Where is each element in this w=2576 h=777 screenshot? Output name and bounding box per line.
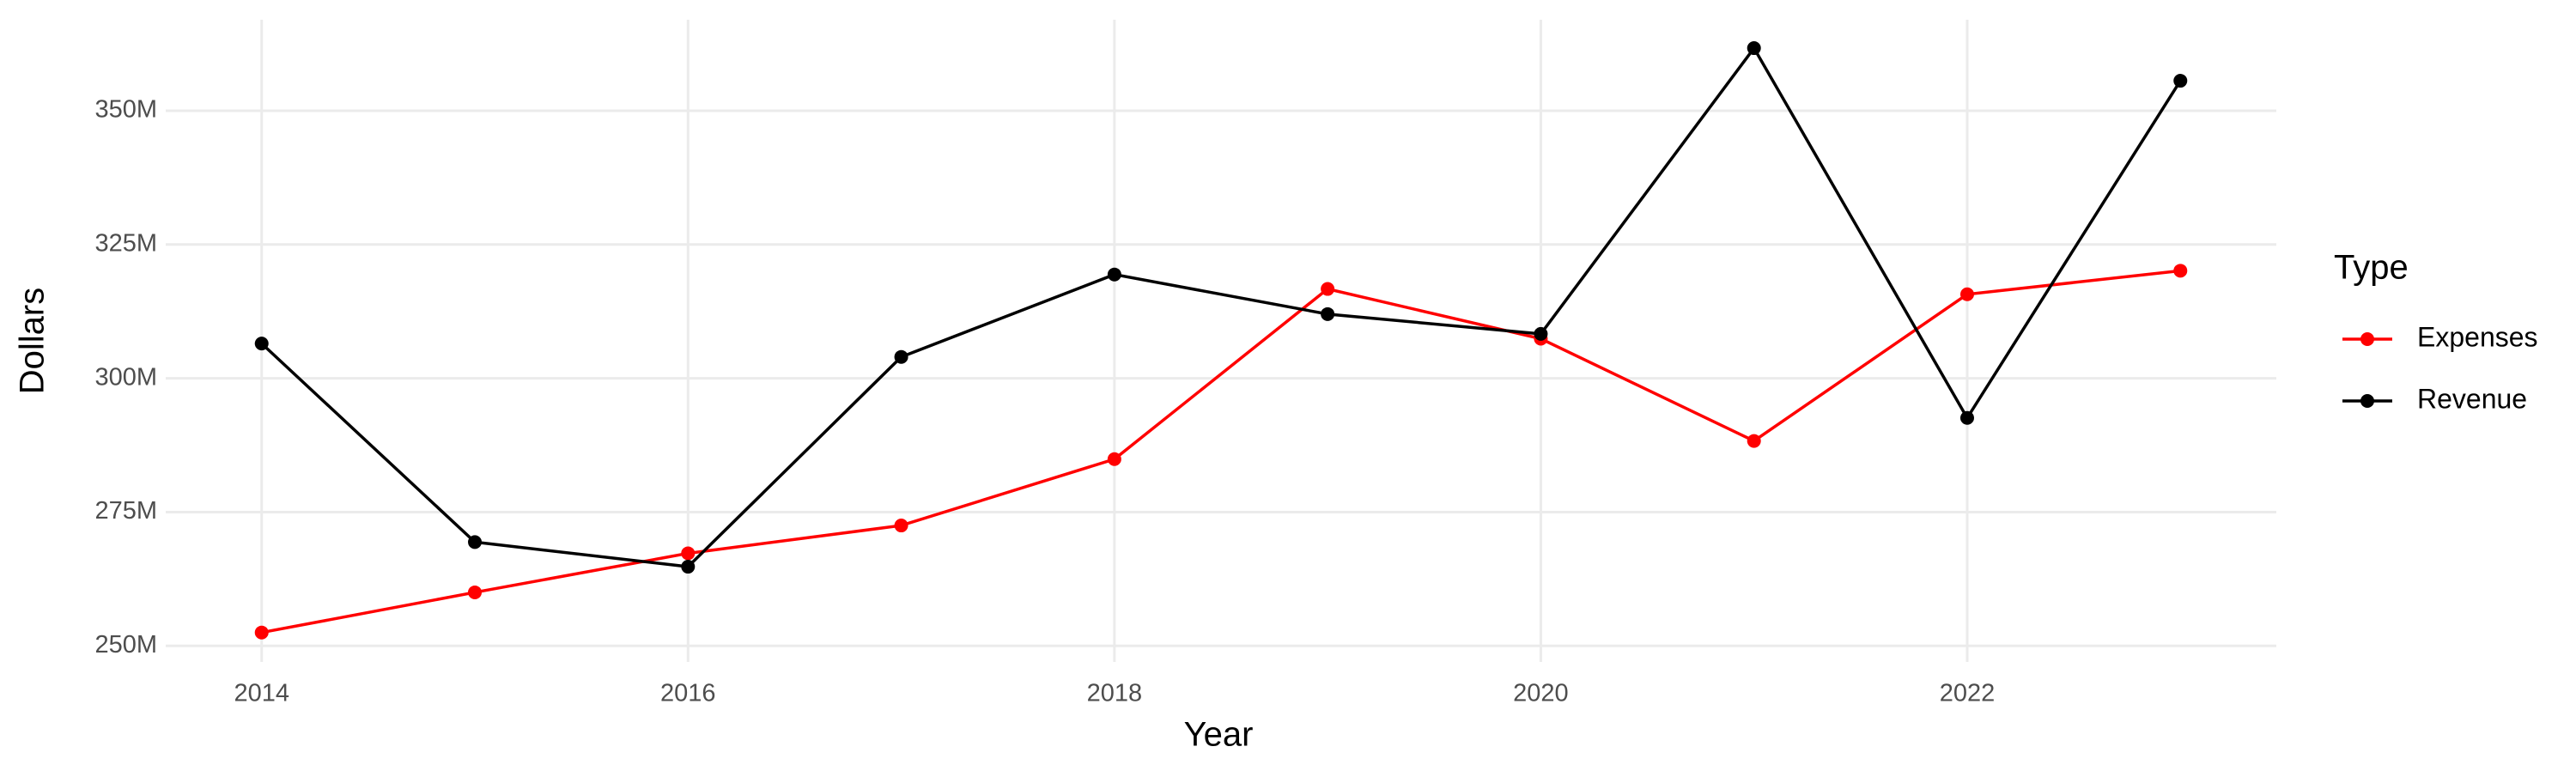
legend-label: Revenue <box>2417 383 2527 414</box>
point <box>2173 264 2188 278</box>
point <box>1321 282 1335 296</box>
point <box>1747 41 1761 56</box>
y-tick-label: 350M <box>94 96 157 124</box>
point <box>1747 434 1761 448</box>
y-tick-label: 250M <box>94 631 157 659</box>
point <box>468 585 483 599</box>
x-tick-label: 2020 <box>1513 680 1569 707</box>
point <box>1534 326 1548 341</box>
legend-label: Expenses <box>2417 321 2538 352</box>
point <box>1107 452 1121 466</box>
x-tick-label: 2016 <box>660 680 716 707</box>
x-tick-label: 2018 <box>1087 680 1143 707</box>
legend-key-point <box>2360 394 2374 408</box>
y-tick-label: 300M <box>94 363 157 391</box>
y-tick-label: 325M <box>94 229 157 257</box>
x-tick-label: 2014 <box>234 680 289 707</box>
x-tick-label: 2022 <box>1940 680 1996 707</box>
point <box>2173 74 2188 88</box>
point <box>1107 267 1121 282</box>
point <box>894 349 908 364</box>
point <box>681 560 696 574</box>
series-line <box>260 45 2182 568</box>
y-tick-label: 275M <box>94 497 157 525</box>
point <box>468 535 483 549</box>
point <box>254 337 269 351</box>
legend-key-point <box>2360 332 2374 346</box>
series-line <box>261 269 2181 634</box>
point <box>1959 410 1974 425</box>
legend-title: Type <box>2334 249 2409 287</box>
point <box>681 546 696 561</box>
x-axis-title: Year <box>1184 716 1254 754</box>
point <box>254 625 269 640</box>
point <box>1321 307 1335 321</box>
point <box>894 519 908 533</box>
point <box>1959 287 1974 301</box>
y-axis-title: Dollars <box>14 288 52 394</box>
